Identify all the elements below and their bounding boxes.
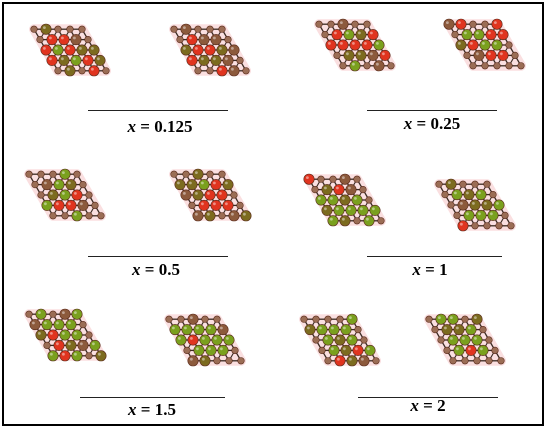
panel-caption-4: x = 1 xyxy=(412,260,448,279)
lattice-structure-3 xyxy=(314,18,396,72)
panel-rule-6 xyxy=(358,397,498,398)
caption-variable: x xyxy=(127,117,137,136)
caption-value: 0.5 xyxy=(158,260,180,279)
panel-caption-2: x = 0.25 xyxy=(403,114,461,133)
panel-rule-5 xyxy=(80,397,225,398)
lattice-structure-9 xyxy=(24,308,107,362)
caption-variable: x xyxy=(132,260,141,279)
caption-variable: x xyxy=(410,396,419,415)
panel-rule-4 xyxy=(367,256,502,257)
caption-variable: x xyxy=(403,114,413,133)
panel-caption-5: x = 1.5 xyxy=(128,400,176,419)
panel-rule-2 xyxy=(367,110,497,111)
lattice-structure-6 xyxy=(169,168,252,222)
lattice-structure-7 xyxy=(303,173,386,227)
caption-variable: x xyxy=(412,260,421,279)
panel-caption-3: x = 0.5 xyxy=(132,260,180,279)
lattice-structure-10 xyxy=(164,313,246,367)
panel-rule-3 xyxy=(88,256,228,257)
lattice-structure-4 xyxy=(443,18,526,71)
caption-value: 1 xyxy=(439,260,448,279)
caption-value: 2 xyxy=(437,396,446,415)
lattice-structure-2 xyxy=(169,23,251,77)
lattice-structure-5 xyxy=(24,168,106,222)
caption-variable: x xyxy=(128,400,137,419)
panel-rule-1 xyxy=(88,110,228,111)
caption-value: 0.125 xyxy=(154,117,193,136)
lattice-structure-11 xyxy=(299,313,381,367)
lattice-structure-12 xyxy=(424,313,506,366)
lattice-structure-8 xyxy=(434,178,516,232)
caption-value: 1.5 xyxy=(154,400,176,419)
lattice-structure-1 xyxy=(29,23,111,77)
panel-caption-1: x = 0.125 xyxy=(127,117,193,136)
panel-caption-6: x = 2 xyxy=(410,396,446,415)
figure-frame xyxy=(2,2,544,426)
caption-value: 0.25 xyxy=(430,114,461,133)
